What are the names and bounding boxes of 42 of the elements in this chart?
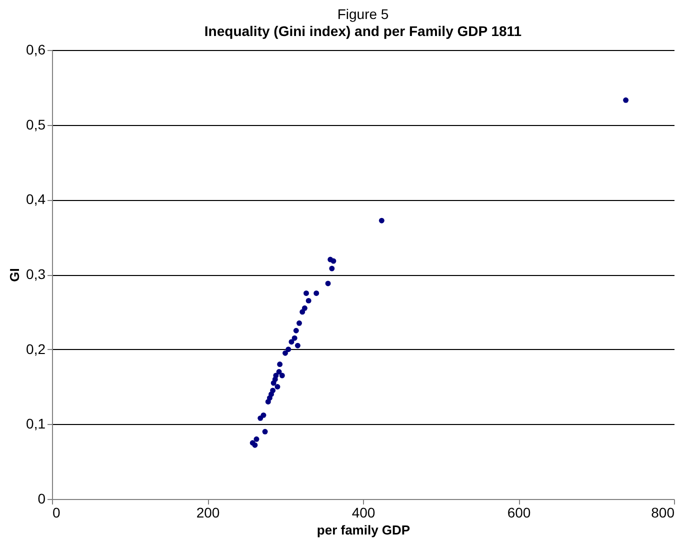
x-tick-label: 600 [507,504,531,520]
chart-subtitle: Inequality (Gini index) and per Family GDP 1811 [204,23,522,39]
point [273,372,279,378]
point [288,339,294,345]
point [262,428,268,434]
x-tick-label: 200 [196,504,220,520]
y-tick-label: 0,3 [26,266,46,282]
point [252,442,258,448]
point [282,350,288,356]
point [270,388,276,394]
point [254,436,260,442]
point [293,328,299,334]
point [277,362,283,368]
point [330,258,336,264]
x-tick-label: 0 [52,504,60,520]
point [286,346,292,352]
x-axis-title: per family GDP [316,522,410,538]
point [292,335,298,341]
x-tick-label: 400 [352,504,376,520]
point [304,290,309,296]
point [260,412,266,418]
point [314,290,320,296]
y-axis-title: GI [7,268,22,282]
chart-title: Figure 5 [337,6,389,22]
point [279,372,285,378]
point [378,218,384,224]
y-tick-label: 0,4 [26,191,46,208]
point [329,266,335,272]
point [294,342,300,348]
point [623,97,629,103]
x-tick-label: 800 [651,504,675,520]
y-tick-label: 0,6 [26,42,46,58]
y-tick-label: 0,1 [26,416,46,432]
point [296,320,302,326]
point [276,369,282,375]
y-tick-label: 0,2 [26,340,46,357]
point [325,280,331,286]
point [274,384,280,390]
y-tick-label: 0,5 [26,116,46,132]
point [302,305,308,311]
point [306,298,312,304]
y-tick-label: 0 [38,490,46,506]
